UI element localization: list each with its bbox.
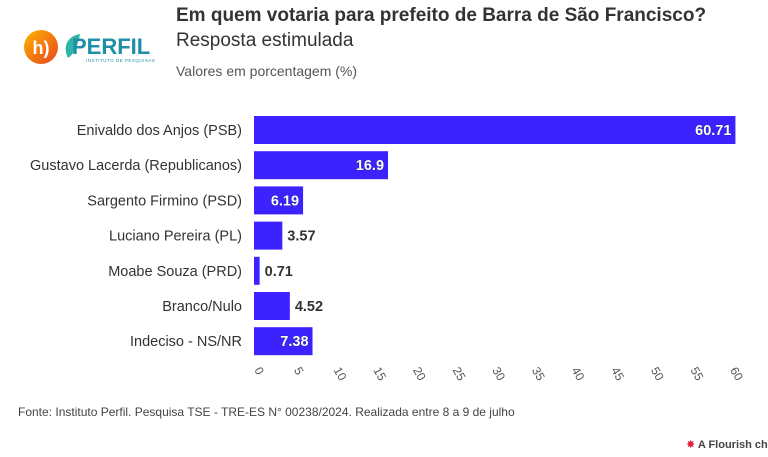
logos: h) PERFIL INSTITUTO DE PESQUISAS bbox=[24, 30, 155, 64]
value-label: 7.38 bbox=[280, 334, 308, 350]
category-label: Indeciso - NS/NR bbox=[130, 334, 242, 350]
bar bbox=[254, 186, 304, 215]
chart-subtitle: Resposta estimulada bbox=[176, 30, 354, 51]
h-logo-text: h) bbox=[33, 38, 50, 58]
x-tick-label: 25 bbox=[450, 365, 469, 384]
x-tick-label: 30 bbox=[489, 365, 508, 384]
x-tick-label: 45 bbox=[608, 365, 627, 384]
bar bbox=[254, 151, 389, 180]
value-label: 4.52 bbox=[295, 299, 323, 315]
units-note: Valores em porcentagem (%) bbox=[176, 63, 358, 79]
value-label: 6.19 bbox=[271, 193, 299, 209]
perfil-leaf-icon bbox=[65, 34, 80, 58]
source-note: Fonte: Instituto Perfil. Pesquisa TSE - … bbox=[18, 405, 515, 419]
value-label: 0.71 bbox=[265, 264, 293, 280]
x-tick-label: 55 bbox=[688, 365, 707, 384]
flourish-credit[interactable]: ✸ A Flourish ch bbox=[686, 438, 768, 451]
value-label: 16.9 bbox=[356, 158, 384, 174]
x-tick-label: 5 bbox=[291, 365, 307, 378]
h-logo-icon bbox=[24, 30, 58, 64]
bar bbox=[254, 221, 283, 250]
bar bbox=[254, 116, 736, 144]
x-tick-label: 35 bbox=[529, 365, 548, 384]
flourish-logo-icon: ✸ bbox=[686, 439, 696, 451]
perfil-brand-subtext: INSTITUTO DE PESQUISAS bbox=[86, 58, 155, 63]
x-tick-label: 15 bbox=[370, 365, 389, 384]
bar bbox=[254, 256, 260, 285]
flourish-credit-text: A Flourish ch bbox=[697, 439, 768, 451]
category-label: Sargento Firmino (PSD) bbox=[87, 193, 242, 209]
x-tick-label: 60 bbox=[727, 365, 746, 384]
x-tick-label: 10 bbox=[331, 365, 350, 384]
chart-title: Em quem votaria para prefeito de Barra d… bbox=[176, 5, 707, 26]
category-label: Enivaldo dos Anjos (PSB) bbox=[77, 123, 242, 139]
value-label: 60.71 bbox=[695, 123, 731, 139]
x-tick-label: 40 bbox=[569, 365, 588, 384]
x-tick-label: 0 bbox=[251, 365, 267, 378]
perfil-brand-text: PERFIL bbox=[72, 34, 150, 59]
category-label: Gustavo Lacerda (Republicanos) bbox=[30, 158, 242, 174]
bar bbox=[254, 292, 290, 320]
category-label: Luciano Pereira (PL) bbox=[109, 229, 242, 245]
x-tick-label: 20 bbox=[410, 365, 429, 384]
value-label: 3.57 bbox=[287, 229, 315, 245]
bar bbox=[254, 327, 313, 356]
category-label: Moabe Souza (PRD) bbox=[108, 264, 242, 280]
category-label: Branco/Nulo bbox=[162, 299, 242, 315]
bar-chart: Enivaldo dos Anjos (PSB) 60.71 Gustavo Lac… bbox=[30, 116, 768, 384]
x-tick-label: 50 bbox=[648, 365, 667, 384]
